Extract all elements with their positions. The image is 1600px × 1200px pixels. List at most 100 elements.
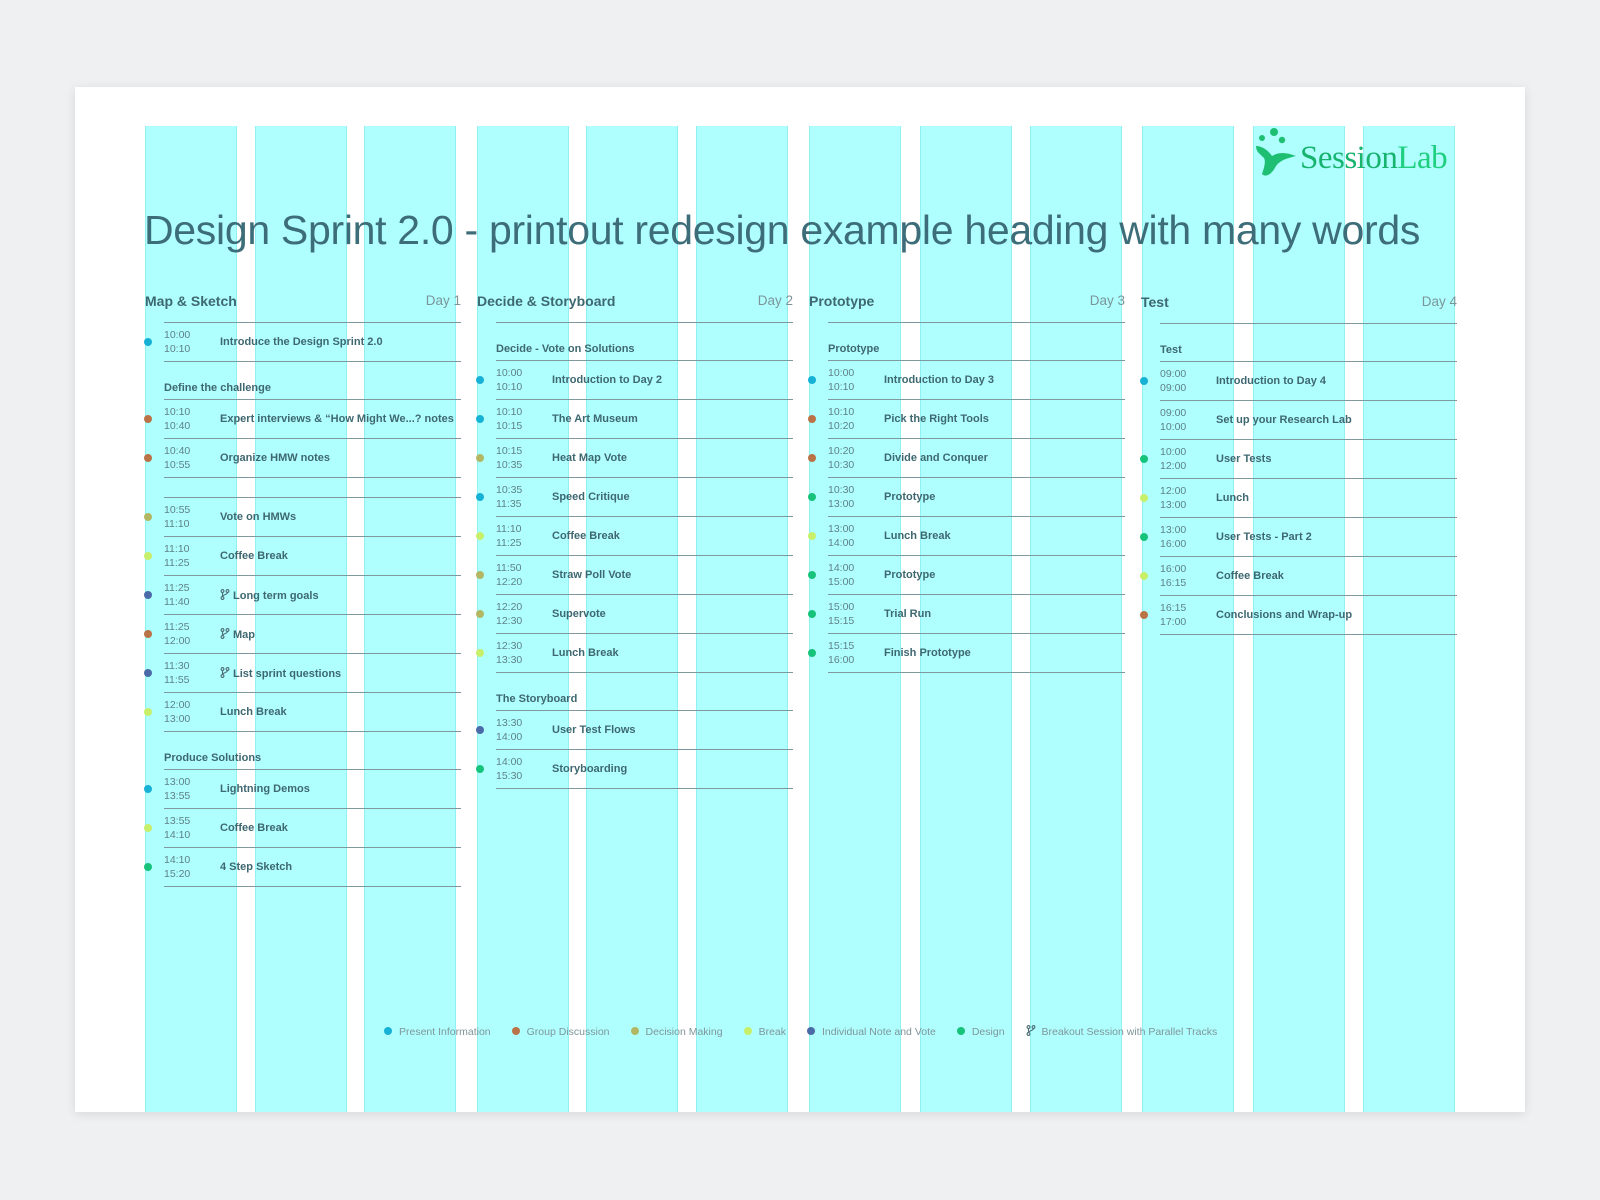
page-title: Design Sprint 2.0 - printout redesign ex…: [144, 207, 1421, 253]
session-title: Lunch: [1216, 492, 1249, 504]
start-time: 10:35: [496, 484, 523, 496]
start-time: 11:25: [164, 621, 190, 633]
session-row[interactable]: 11:30 11:55 List sprint questions: [144, 654, 461, 693]
session-title-text: Expert interviews & “How Might We...? no…: [220, 413, 454, 425]
session-type-dot: [144, 552, 152, 560]
end-time: 12:30: [496, 615, 523, 627]
day-label: Day 1: [425, 293, 461, 308]
session-row[interactable]: 10:15 10:35 Heat Map Vote: [476, 439, 793, 478]
session-row[interactable]: 14:00 15:00 Prototype: [808, 556, 1125, 595]
session-row[interactable]: 16:15 17:00 Conclusions and Wrap-up: [1140, 596, 1457, 635]
session-row[interactable]: 15:15 16:00 Finish Prototype: [808, 634, 1125, 673]
session-title: Lunch Break: [552, 647, 619, 659]
session-row[interactable]: 11:25 11:40 Long term goals: [144, 576, 461, 615]
session-title: Organize HMW notes: [220, 452, 330, 464]
session-row[interactable]: 13:00 16:00 User Tests - Part 2: [1140, 518, 1457, 557]
session-row[interactable]: 12:30 13:30 Lunch Break: [476, 634, 793, 673]
end-time: 13:30: [496, 654, 523, 666]
session-row[interactable]: 14:00 15:30 Storyboarding: [476, 750, 793, 789]
grid-column: [1142, 126, 1234, 1112]
start-time: 16:00: [1160, 563, 1187, 575]
end-time: 16:00: [828, 654, 855, 666]
session-row[interactable]: 10:10 10:20 Pick the Right Tools: [808, 400, 1125, 439]
session-title-text: Organize HMW notes: [220, 452, 331, 464]
session-row[interactable]: 10:10 10:15 The Art Museum: [476, 400, 793, 439]
session-title-text: Coffee Break: [552, 530, 620, 542]
session-row[interactable]: 11:10 11:25 Coffee Break: [476, 517, 793, 556]
session-title-text: Trial Run: [884, 608, 932, 620]
session-row[interactable]: 11:25 12:00 Map: [144, 615, 461, 654]
start-time: 11:10: [164, 543, 190, 555]
session-row[interactable]: 13:00 13:55 Lightning Demos: [144, 770, 461, 809]
session-row[interactable]: 10:00 10:10 Introduce the Design Sprint 2.…: [144, 323, 461, 362]
wordmark-lab: Lab: [1397, 140, 1448, 176]
session-row[interactable]: 10:35 11:35 Speed Critique: [476, 478, 793, 517]
day-header: Map & Sketch Day 1: [145, 290, 461, 322]
day-column: Decide & Storyboard Day 2 Decide - Vote on…: [476, 290, 793, 789]
session-title-text: User Tests - Part 2: [1216, 531, 1312, 543]
branch-icon: [220, 667, 230, 678]
day-label: Day 2: [757, 293, 793, 308]
session-type-dot: [144, 863, 152, 871]
session-row[interactable]: 14:10 15:20 4 Step Sketch: [144, 848, 461, 887]
session-row[interactable]: 11:10 11:25 Coffee Break: [144, 537, 461, 576]
start-time: 14:00: [496, 756, 523, 768]
start-time: 10:30: [828, 484, 855, 496]
session-title-text: List sprint questions: [233, 668, 342, 680]
start-time: 11:30: [164, 660, 190, 672]
layout-grid-overlay: [145, 126, 1457, 1112]
day-label: Day 4: [1421, 294, 1457, 309]
session-row[interactable]: 10:40 10:55 Organize HMW notes: [144, 439, 461, 478]
session-row[interactable]: 13:00 14:00 Lunch Break: [808, 517, 1125, 556]
session-row[interactable]: 12:20 12:30 Supervote: [476, 595, 793, 634]
session-title: 4 Step Sketch: [220, 861, 292, 873]
session-row[interactable]: 13:55 14:10 Coffee Break: [144, 809, 461, 848]
session-type-dot: [808, 415, 816, 423]
legend-item: Present Information: [384, 1026, 491, 1038]
session-row[interactable]: 10:30 13:00 Prototype: [808, 478, 1125, 517]
end-time: 13:55: [164, 790, 191, 802]
start-time: 12:30: [496, 640, 523, 652]
session-row[interactable]: 10:00 10:10 Introduction to Day 2: [476, 361, 793, 400]
session-row[interactable]: 10:20 10:30 Divide and Conquer: [808, 439, 1125, 478]
session-title: Finish Prototype: [884, 647, 971, 659]
session-type-dot: [1140, 572, 1148, 580]
legend-label: Break: [758, 1026, 786, 1038]
session-row[interactable]: 12:00 13:00 Lunch Break: [144, 693, 461, 732]
legend-dot: [743, 1027, 752, 1035]
session-title-text: Speed Critique: [552, 491, 630, 503]
start-time: 11:10: [496, 523, 522, 535]
session-row[interactable]: 12:00 13:00 Lunch: [1140, 479, 1457, 518]
session-row[interactable]: 11:50 12:20 Straw Poll Vote: [476, 556, 793, 595]
end-time: 15:00: [828, 576, 855, 588]
session-title-text: Set up your Research Lab: [1216, 414, 1352, 426]
session-title: Conclusions and Wrap-up: [1216, 609, 1352, 621]
grid-column: [1363, 126, 1455, 1112]
start-time: 12:00: [1160, 485, 1187, 497]
session-type-dot: [1140, 455, 1148, 463]
session-title: Introduction to Day 3: [884, 374, 994, 386]
session-row[interactable]: 15:00 15:15 Trial Run: [808, 595, 1125, 634]
session-type-dot: [808, 649, 816, 657]
session-row[interactable]: 09:00 09:00 Introduction to Day 4: [1140, 362, 1457, 401]
session-title: Coffee Break: [220, 822, 288, 834]
session-title-text: Finish Prototype: [884, 647, 971, 659]
end-time: 10:30: [828, 459, 855, 471]
session-type-dot: [1140, 533, 1148, 541]
session-row[interactable]: 10:55 11:10 Vote on HMWs: [144, 498, 461, 537]
session-title-text: Straw Poll Vote: [552, 569, 632, 581]
session-row[interactable]: 13:30 14:00 User Test Flows: [476, 711, 793, 750]
legend-dot: [630, 1027, 639, 1035]
session-row[interactable]: 10:00 10:10 Introduction to Day 3: [808, 361, 1125, 400]
end-time: 10:00: [1160, 421, 1187, 433]
session-type-dot: [808, 610, 816, 618]
session-row[interactable]: 16:00 16:15 Coffee Break: [1140, 557, 1457, 596]
session-title-text: User Tests: [1216, 453, 1272, 465]
session-row[interactable]: 10:10 10:40 Expert interviews & “How Might…: [144, 400, 461, 439]
session-title: Lunch Break: [220, 706, 287, 718]
end-time: 11:40: [164, 596, 190, 608]
session-row[interactable]: 10:00 12:00 User Tests: [1140, 440, 1457, 479]
session-title: Divide and Conquer: [884, 452, 988, 464]
day-header: Decide & Storyboard Day 2: [477, 290, 793, 322]
session-row[interactable]: 09:00 10:00 Set up your Research Lab: [1160, 401, 1457, 440]
